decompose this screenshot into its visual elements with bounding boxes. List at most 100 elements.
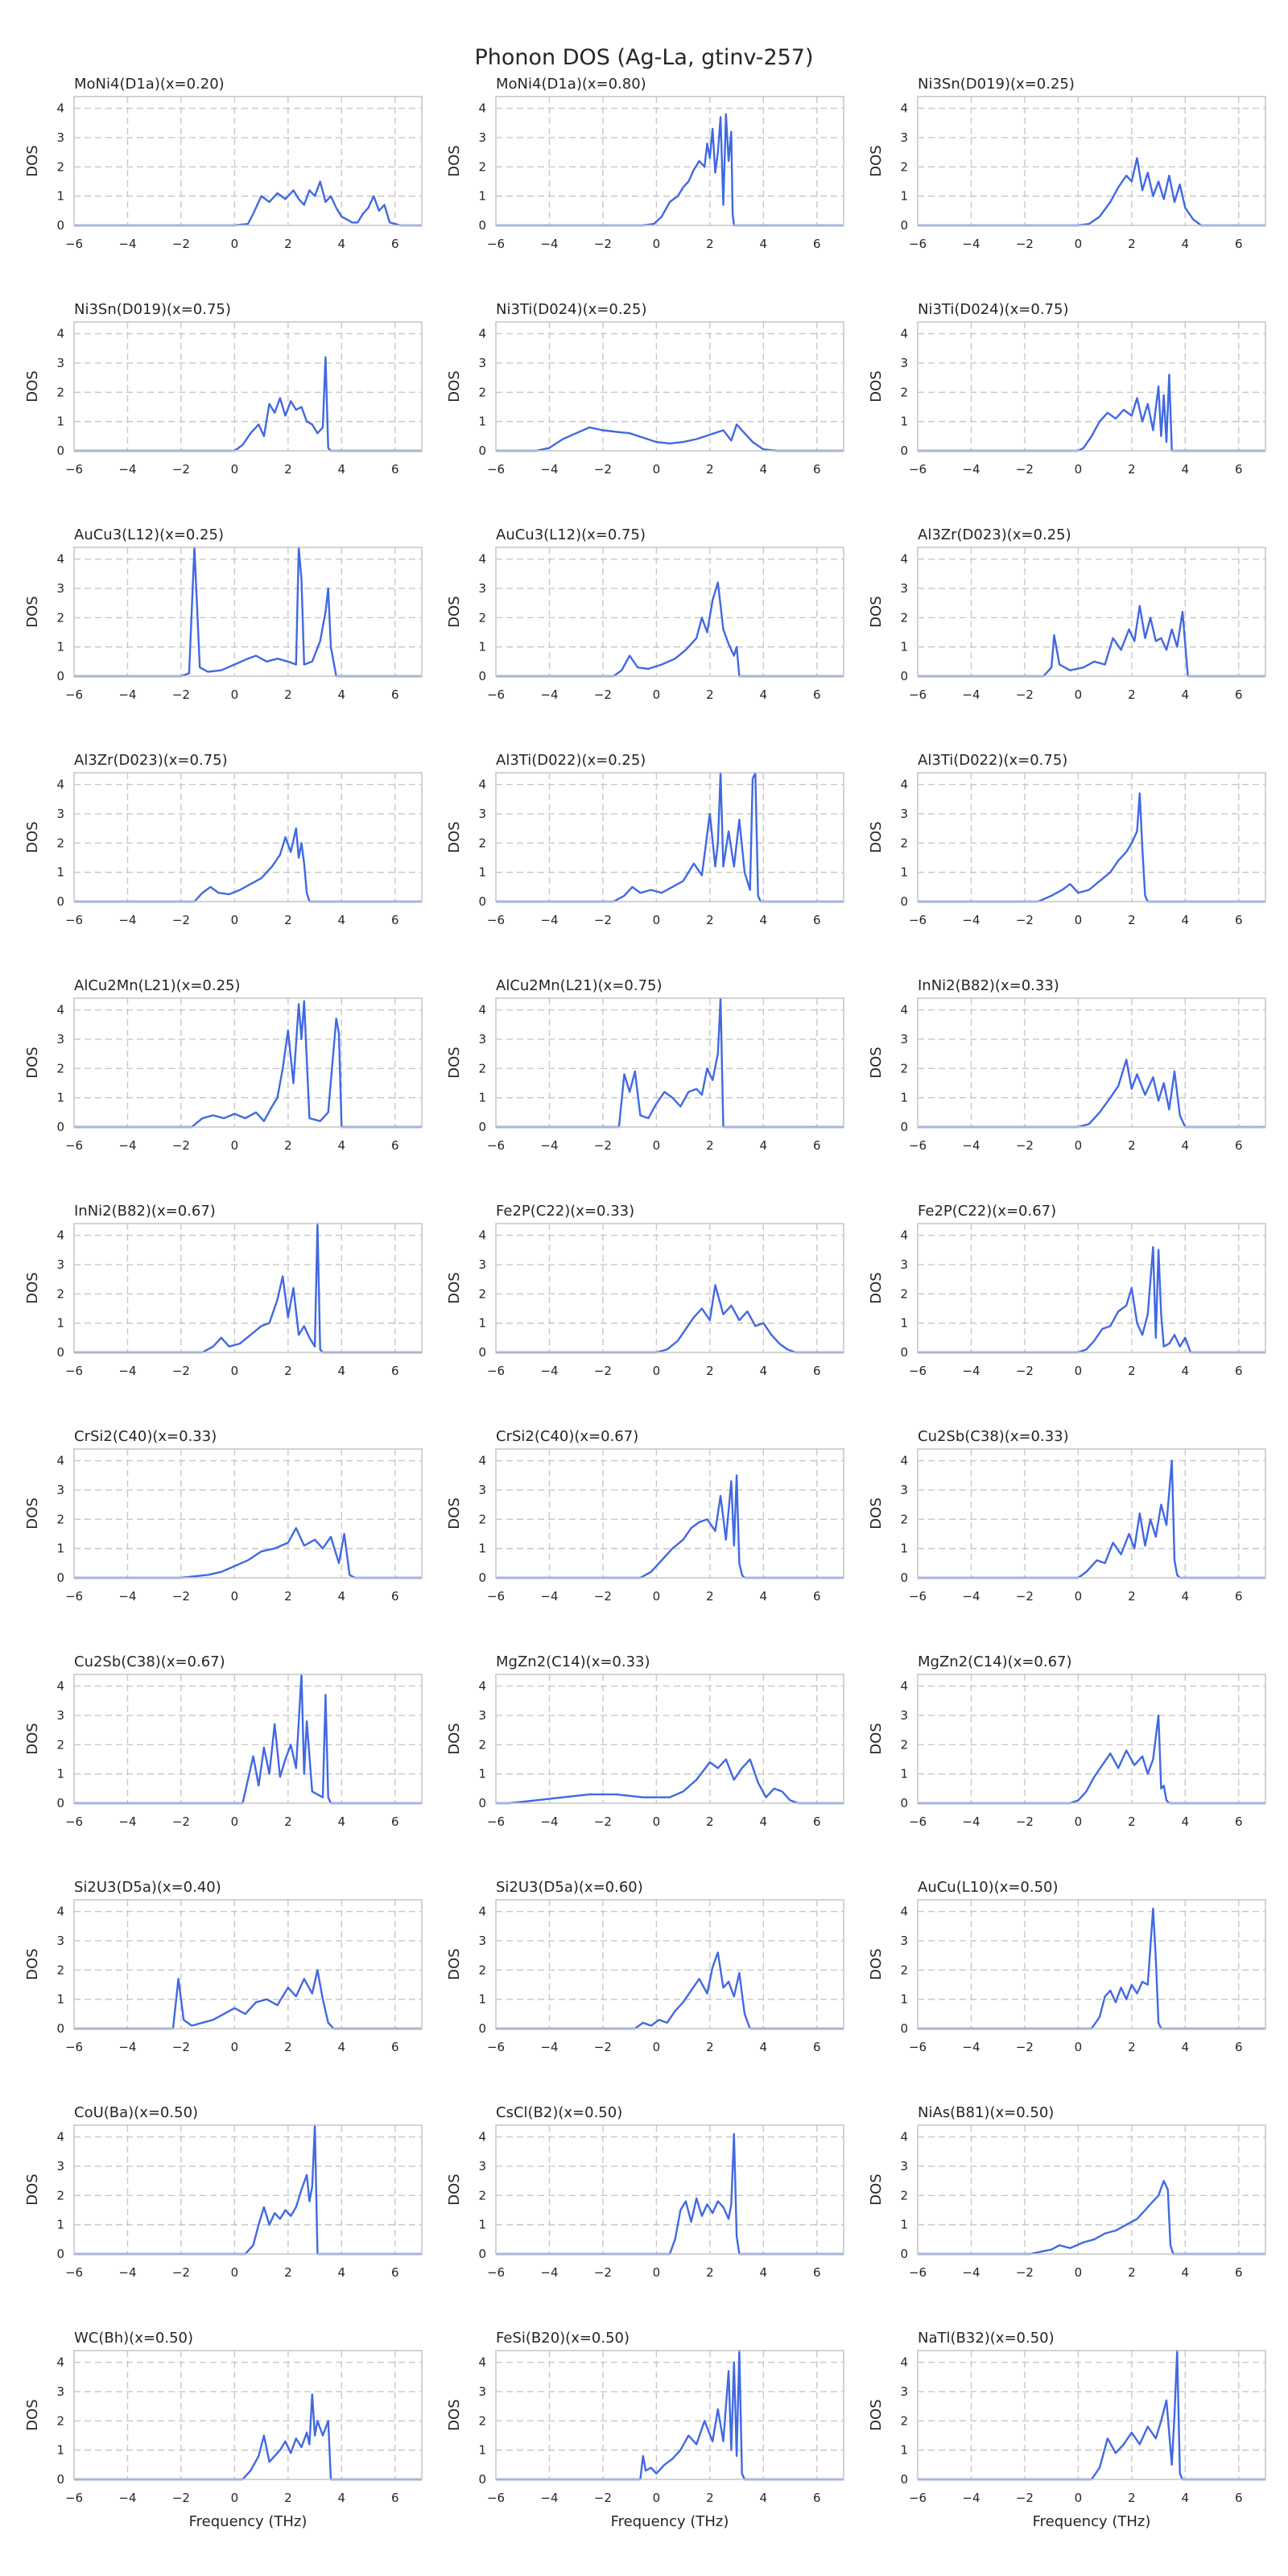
x-tick-label: −6 [487, 2491, 505, 2505]
y-tick-label: 4 [478, 2355, 486, 2370]
y-tick-label: 3 [478, 130, 486, 145]
dos-line [918, 1245, 1265, 1354]
y-axis-label: DOS [446, 370, 463, 402]
y-tick-label: 1 [56, 640, 64, 654]
dos-line [918, 1059, 1265, 1129]
x-tick-label: 6 [391, 1138, 399, 1153]
x-tick-label: −2 [172, 1138, 190, 1153]
plot-area [74, 1224, 422, 1352]
x-tick-label: −6 [909, 462, 927, 477]
x-tick-label: 4 [338, 1138, 346, 1153]
plot-frame [73, 2124, 423, 2255]
y-tick-label: 2 [900, 836, 908, 850]
x-tick-label: 4 [338, 1814, 346, 1829]
x-tick-label: 2 [1128, 1814, 1136, 1829]
plot-frame [917, 547, 1266, 677]
subplot: −6 −4 −2 0 2 4 6 0 1 2 3 4 DOS NaTl(B32)(x=0.50) Frequ… [868, 2330, 1266, 2530]
plot-area [918, 1674, 1265, 1803]
y-tick-label: 2 [56, 836, 64, 850]
x-tick-label: 4 [760, 913, 768, 927]
y-tick-label: 2 [56, 1512, 64, 1526]
x-tick-label: 2 [1128, 1589, 1136, 1604]
subplot: −6 −4 −2 0 2 4 6 0 1 2 3 4 DOS Cu2Sb(C38)(x=0.33) [868, 1428, 1266, 1604]
y-tick-label: 0 [56, 894, 64, 909]
x-tick-label: −6 [909, 1589, 927, 1604]
x-tick-label: 0 [231, 1589, 239, 1604]
y-tick-label: 3 [56, 807, 64, 821]
y-tick-label: 4 [56, 1228, 64, 1243]
y-axis-label: DOS [24, 1723, 41, 1754]
y-tick-label: 0 [900, 2247, 908, 2261]
y-tick-label: 1 [900, 640, 908, 654]
plot-area [496, 1674, 844, 1803]
y-axis-label: DOS [24, 821, 41, 852]
x-tick-label: 6 [813, 913, 821, 927]
y-axis-label: DOS [868, 821, 885, 852]
y-tick-label: 3 [900, 1934, 908, 1948]
x-tick-label: −4 [962, 462, 980, 477]
y-axis-label: DOS [446, 821, 463, 852]
x-tick-label: 6 [813, 2491, 821, 2505]
subplot: −6 −4 −2 0 2 4 6 0 1 2 3 4 DOS Ni3Ti(D024)(x=0.75) [868, 301, 1266, 477]
x-tick-label: 2 [706, 1364, 714, 1378]
y-tick-label: 0 [900, 1120, 908, 1134]
dos-line [918, 1907, 1265, 2030]
y-tick-label: 3 [56, 130, 64, 145]
x-axis-label: Frequency (THz) [1033, 2513, 1151, 2530]
y-tick-label: 3 [56, 1708, 64, 1723]
y-tick-label: 1 [900, 415, 908, 429]
y-tick-label: 2 [900, 2188, 908, 2202]
x-tick-label: −2 [1016, 2491, 1034, 2505]
y-tick-label: 3 [56, 2159, 64, 2174]
x-tick-label: 6 [391, 237, 399, 251]
x-axis-label: Frequency (THz) [189, 2513, 308, 2530]
y-axis-label: DOS [868, 1046, 885, 1078]
y-tick-label: 0 [900, 669, 908, 683]
x-tick-label: 0 [231, 2265, 239, 2280]
y-tick-label: 3 [478, 2159, 486, 2174]
x-tick-label: −6 [65, 2491, 83, 2505]
x-tick-label: −2 [1016, 1589, 1034, 1604]
y-tick-label: 0 [56, 444, 64, 458]
plot-area [74, 322, 422, 451]
x-tick-label: 6 [391, 1589, 399, 1604]
x-tick-label: −6 [909, 1814, 927, 1829]
x-tick-label: −2 [1016, 462, 1034, 477]
x-tick-label: 0 [653, 462, 661, 477]
x-tick-label: 0 [1075, 237, 1083, 251]
y-axis-label: DOS [446, 2399, 463, 2430]
y-tick-label: 3 [478, 2384, 486, 2399]
dos-line [74, 827, 422, 903]
y-axis-label: DOS [24, 145, 41, 176]
x-tick-label: 2 [284, 913, 292, 927]
x-tick-label: −2 [594, 2491, 612, 2505]
x-tick-label: −4 [540, 462, 558, 477]
subplot-title: CsCl(B2)(x=0.50) [496, 2104, 622, 2121]
subplot-title: Al3Zr(D023)(x=0.25) [918, 526, 1071, 543]
x-tick-label: 4 [338, 2040, 346, 2054]
subplot-title: CrSi2(C40)(x=0.33) [74, 1428, 217, 1445]
subplot-title: Ni3Sn(D019)(x=0.25) [918, 76, 1075, 93]
subplot-title: Si2U3(D5a)(x=0.40) [74, 1879, 221, 1896]
y-tick-label: 1 [900, 1542, 908, 1556]
x-tick-label: 6 [813, 1138, 821, 1153]
plot-area [918, 773, 1265, 902]
y-axis-label: DOS [446, 1723, 463, 1754]
x-tick-label: 2 [706, 687, 714, 702]
y-axis-label: DOS [868, 2399, 885, 2430]
x-tick-label: −6 [487, 1589, 505, 1604]
plot-area [74, 2351, 422, 2479]
x-tick-label: 0 [231, 913, 239, 927]
x-tick-label: 2 [284, 2040, 292, 2054]
y-tick-label: 2 [900, 159, 908, 174]
plot-area [74, 1900, 422, 2029]
y-tick-label: 0 [56, 2472, 64, 2487]
y-tick-label: 0 [56, 2021, 64, 2036]
dos-line [918, 605, 1265, 678]
y-tick-label: 4 [900, 1003, 908, 1018]
x-tick-label: −2 [594, 237, 612, 251]
subplot: −6 −4 −2 0 2 4 6 0 1 2 3 4 DOS CrSi2(C40)(x=0.33) [24, 1428, 423, 1604]
y-tick-label: 4 [478, 1228, 486, 1243]
y-tick-label: 0 [900, 894, 908, 909]
x-tick-label: 4 [760, 1138, 768, 1153]
